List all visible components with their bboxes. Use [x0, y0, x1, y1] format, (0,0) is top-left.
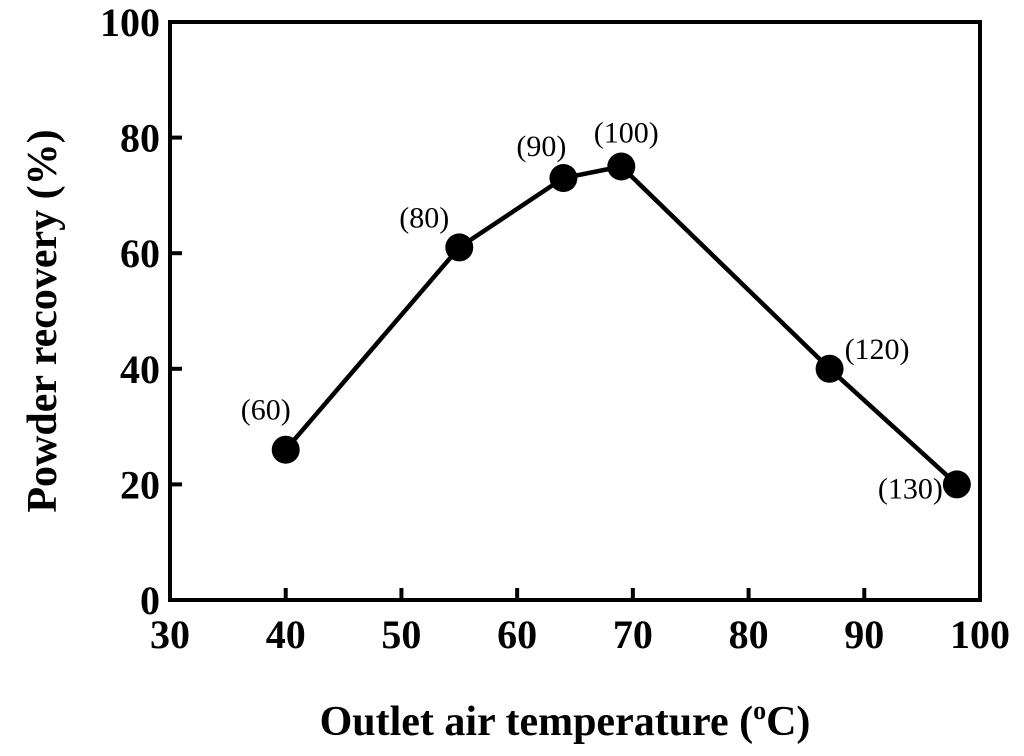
x-tick-label: 60 — [497, 612, 537, 657]
y-tick-label: 40 — [120, 347, 160, 392]
data-label: (120) — [845, 333, 910, 366]
x-axis-title-degree: o — [753, 696, 766, 725]
data-point — [445, 233, 474, 262]
x-axis-title-main: Outlet air temperature ( — [320, 699, 753, 745]
series-line — [284, 164, 959, 487]
y-tick-label: 80 — [120, 116, 160, 161]
data-point — [549, 164, 578, 193]
data-label: (60) — [241, 394, 291, 427]
y-tick-label: 100 — [100, 0, 160, 45]
y-axis-title: Powder recovery (%) — [20, 129, 66, 512]
x-tick-label: 100 — [950, 612, 1010, 657]
y-tick-label: 20 — [120, 462, 160, 507]
x-tick-label: 80 — [729, 612, 769, 657]
tick-labels: 30 40 50 60 70 80 90 100 0 20 40 60 80 100 — [100, 0, 1010, 657]
x-tick-label: 40 — [266, 612, 306, 657]
x-tick-label: 70 — [613, 612, 653, 657]
x-axis-title-unit: C) — [766, 699, 810, 745]
x-axis-title: Outlet air temperature (oC) — [320, 696, 811, 745]
data-point — [271, 435, 300, 464]
data-label: (100) — [594, 117, 659, 150]
data-label: (90) — [516, 130, 566, 163]
x-tick-label: 30 — [150, 612, 190, 657]
y-tick-label: 60 — [120, 231, 160, 276]
data-label: (130) — [878, 472, 943, 505]
data-point — [942, 470, 971, 499]
x-tick-label: 90 — [844, 612, 884, 657]
plot-frame — [168, 20, 982, 602]
data-label: (80) — [399, 201, 449, 234]
series-group: (60) (80) (90) (100) (120) (130) — [241, 117, 971, 505]
data-point — [815, 354, 844, 383]
x-tick-label: 50 — [381, 612, 421, 657]
data-point — [607, 152, 636, 181]
y-tick-label: 0 — [140, 578, 160, 623]
